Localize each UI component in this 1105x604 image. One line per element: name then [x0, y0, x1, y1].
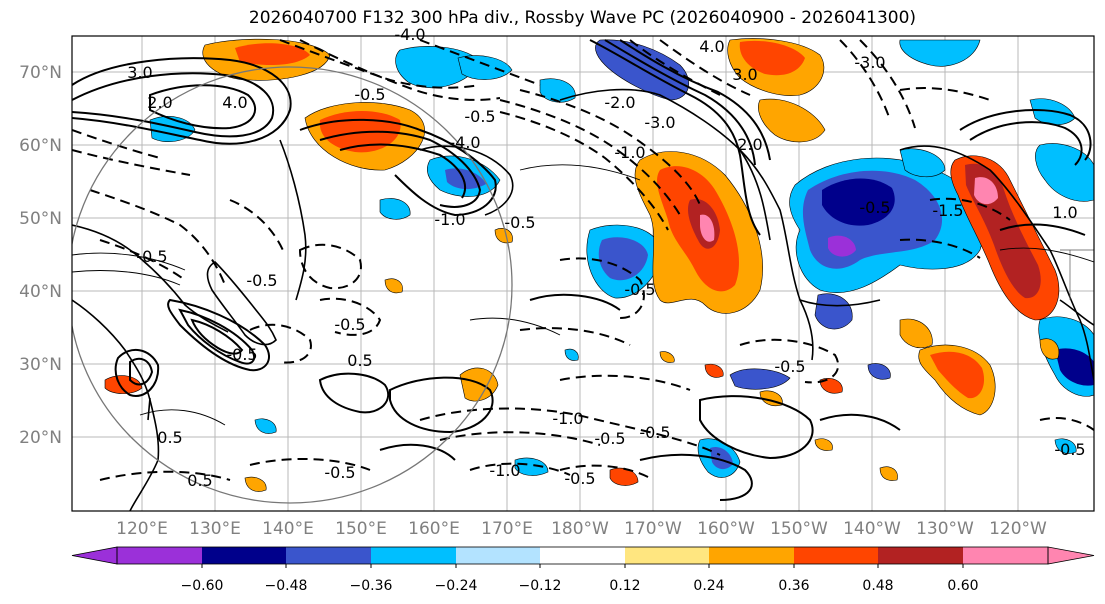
- map-panel: 3.0 2.0 4.0 -4.0 -0.5 -0.5 -4.0 -1.0 -0.5 4.0 3.0 -…: [71, 25, 1095, 512]
- colorbar-tick-7: 0.24: [693, 578, 724, 594]
- contour-label: -0.5: [324, 463, 355, 482]
- contour-label: -0.5: [246, 271, 277, 290]
- reference-circle: [72, 66, 513, 504]
- colorbar-segment: [878, 547, 963, 564]
- contours-thin: [72, 164, 1094, 426]
- lon-label-160w: 160°W: [697, 519, 755, 539]
- lat-label-30: 30°N: [19, 355, 62, 375]
- contour-label: 3.0: [127, 63, 152, 82]
- contour-labels: 3.0 2.0 4.0 -4.0 -0.5 -0.5 -4.0 -1.0 -0.5 4.0 3.0 -…: [127, 25, 1085, 490]
- contour-label: -2.0: [604, 93, 635, 112]
- lon-label-130w: 130°W: [916, 519, 974, 539]
- colorbar-segment: [202, 547, 286, 564]
- colorbar-segment: [963, 547, 1048, 564]
- lon-label-180w: 180°W: [551, 519, 609, 539]
- map-title: 2026040700 F132 300 hPa div., Rossby Wav…: [248, 8, 917, 28]
- lon-label-150e: 150°E: [335, 519, 387, 539]
- contour-label: -4.0: [449, 133, 480, 152]
- contour-label: 4.0: [222, 93, 247, 112]
- colorbar-segment: [540, 547, 625, 564]
- contour-label: 4.0: [699, 37, 724, 56]
- lon-label-140w: 140°W: [843, 519, 901, 539]
- contour-label: 1.0: [1052, 203, 1077, 222]
- contour-label: -3.0: [644, 113, 675, 132]
- contours-positive: [72, 39, 1092, 501]
- coastlines: [72, 88, 1094, 511]
- colorbar-max-extension: [1047, 546, 1095, 565]
- contour-label: 0.5: [187, 471, 212, 490]
- contour-label: -0.5: [624, 280, 655, 299]
- colorbar-tick-9: 0.48: [862, 578, 893, 594]
- colorbar-segment: [456, 547, 540, 564]
- contour-label: -0.5: [859, 198, 890, 217]
- contour-label: 2.0: [147, 93, 172, 112]
- contour-label: -0.5: [464, 107, 495, 126]
- colorbar-min-extension: [71, 546, 118, 565]
- latitude-labels: 70°N 60°N 50°N 40°N 30°N 20°N: [19, 63, 62, 448]
- contour-label: -1.0: [552, 409, 583, 428]
- contour-label: -0.5: [354, 85, 385, 104]
- contour-label: -0.5: [1054, 440, 1085, 459]
- colorbar-segment: [117, 547, 202, 564]
- lon-label-130e: 130°E: [189, 519, 241, 539]
- colorbar-tick-labels: −0.60 −0.48 −0.36 −0.24 −0.12 0.12 0.24 …: [181, 578, 979, 594]
- contour-label: -0.5: [564, 469, 595, 488]
- contour-label: -0.5: [136, 247, 167, 266]
- longitude-labels: 120°E 130°E 140°E 150°E 160°E 170°E 180°…: [116, 519, 1047, 539]
- colorbar-segment: [794, 547, 878, 564]
- colorbar-segment: [709, 547, 794, 564]
- borders: [1060, 249, 1094, 300]
- colorbar-tick-4: −0.24: [435, 578, 478, 594]
- contour-label: -3.0: [854, 53, 885, 72]
- contour-label: -0.5: [639, 423, 670, 442]
- lat-label-20: 20°N: [19, 428, 62, 448]
- lon-label-120w: 120°W: [989, 519, 1047, 539]
- contour-label: -0.5: [594, 429, 625, 448]
- contour-label: -4.0: [394, 25, 425, 44]
- colorbar-tick-2: −0.48: [265, 578, 308, 594]
- map-frame: [71, 35, 1095, 512]
- contour-label: 2.0: [737, 135, 762, 154]
- colorbar-segment: [371, 547, 456, 564]
- colorbar-segment: [286, 547, 371, 564]
- contour-label: -0.5: [334, 315, 365, 334]
- contour-label: -1.5: [932, 201, 963, 220]
- contour-label: 3.0: [732, 65, 757, 84]
- lon-label-140e: 140°E: [262, 519, 314, 539]
- contour-label: -0.5: [226, 345, 257, 364]
- lon-label-170w: 170°W: [624, 519, 682, 539]
- lat-label-40: 40°N: [19, 282, 62, 302]
- contour-label: -1.0: [614, 143, 645, 162]
- lat-label-70: 70°N: [19, 63, 62, 83]
- lon-label-160e: 160°E: [408, 519, 460, 539]
- lon-label-150w: 150°W: [770, 519, 828, 539]
- map-background: [72, 36, 1094, 511]
- colorbar-tick-10: 0.60: [947, 578, 978, 594]
- lat-label-60: 60°N: [19, 136, 62, 156]
- contour-label: 0.5: [347, 351, 372, 370]
- contour-label: -1.0: [489, 461, 520, 480]
- colorbar: −0.60 −0.48 −0.36 −0.24 −0.12 0.12 0.24 …: [71, 546, 1095, 594]
- colorbar-segments: [71, 546, 1095, 568]
- contour-label: 0.5: [157, 428, 182, 447]
- colorbar-tick-8: 0.36: [778, 578, 809, 594]
- colorbar-tick-3: −0.36: [350, 578, 393, 594]
- contour-label: -0.5: [504, 213, 535, 232]
- colorbar-segment: [625, 547, 709, 564]
- colorbar-tick-1: −0.60: [181, 578, 224, 594]
- contour-label: -0.5: [774, 357, 805, 376]
- colorbar-tick-6: 0.12: [609, 578, 640, 594]
- lon-label-120e: 120°E: [116, 519, 168, 539]
- contours-negative: [72, 39, 1094, 481]
- colorbar-tick-5: −0.12: [519, 578, 562, 594]
- lat-label-50: 50°N: [19, 209, 62, 229]
- colorbar-frame: [116, 546, 1049, 565]
- lon-label-170e: 170°E: [481, 519, 533, 539]
- contour-label: -1.0: [434, 210, 465, 229]
